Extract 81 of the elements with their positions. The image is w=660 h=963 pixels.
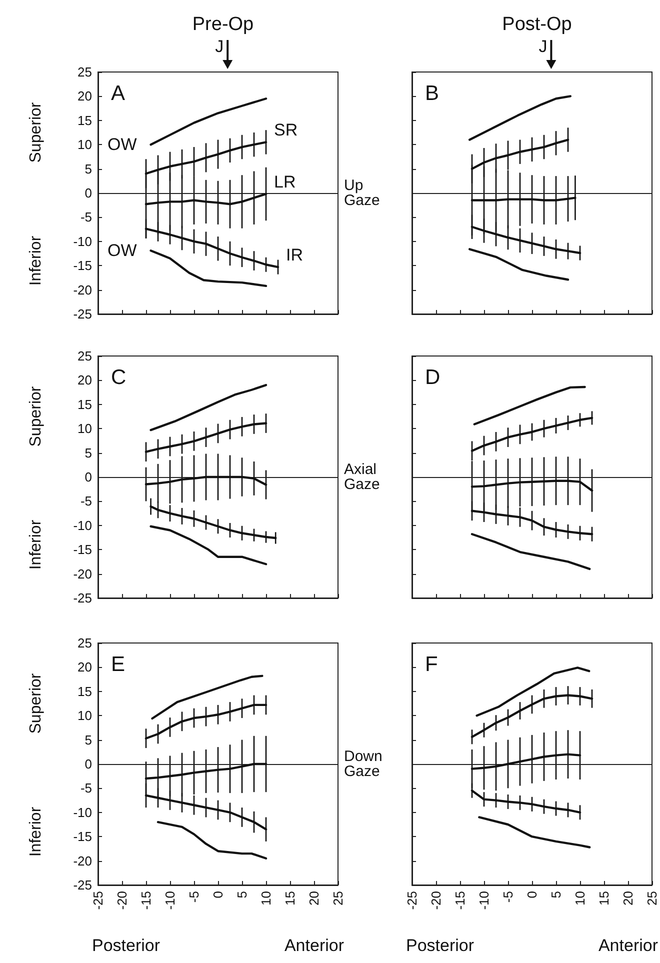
y-tick-label: -15: [73, 542, 92, 558]
y-tick-label: -15: [73, 258, 92, 274]
y-tick-label: 15: [78, 684, 92, 699]
x-tick-label: -5: [500, 891, 516, 903]
y-tick-label: 20: [78, 660, 92, 675]
x-tick-label: -25: [404, 891, 420, 910]
y-tick-label: 20: [78, 88, 92, 104]
y-tick-label: -5: [80, 494, 92, 509]
x-tick-label: 5: [234, 891, 250, 898]
x-tick-label: -5: [186, 891, 202, 903]
y-tick-label: 10: [78, 137, 92, 152]
y-tick-label: -20: [73, 282, 92, 298]
x-tick-label: -15: [452, 891, 468, 910]
text: B: [425, 82, 440, 105]
series-label: OW: [108, 241, 137, 260]
y-tick-label: 0: [84, 470, 92, 484]
x-tick-label: -15: [138, 891, 154, 910]
series-label: LR: [274, 172, 296, 192]
y-tick-label: 0: [84, 756, 92, 772]
y-tick-label: 25: [78, 64, 92, 80]
x-tick-label: 15: [596, 891, 612, 906]
y-tick-label: 5: [84, 161, 92, 176]
series-label: IR: [286, 246, 303, 265]
y-tick-label: -25: [73, 590, 92, 606]
text: D: [425, 366, 440, 389]
series-label: SR: [274, 120, 298, 140]
y-tick-label: -10: [73, 234, 92, 249]
y-tick-label: 15: [78, 396, 92, 412]
text: E: [111, 653, 126, 676]
x-tick-label: 20: [306, 891, 322, 906]
x-tick-label: 10: [258, 891, 274, 906]
text: Inferior: [28, 235, 44, 286]
x-tick-label: 0: [210, 891, 226, 898]
x-tick-label: 25: [330, 891, 346, 906]
x-tick-label: 10: [572, 891, 588, 906]
y-tick-label: -10: [73, 804, 92, 820]
text: C: [111, 366, 126, 389]
y-tick-label: -20: [73, 853, 92, 868]
chart-subtitle: Pre-Op: [192, 14, 254, 35]
y-tick-label: -5: [80, 780, 92, 796]
y-axis-title: Superior: [28, 672, 44, 734]
text: F: [425, 653, 438, 676]
y-axis-title: Superior: [28, 386, 44, 447]
x-tick-label: -20: [114, 891, 130, 910]
y-tick-label: 0: [84, 186, 92, 200]
text: A: [111, 82, 126, 105]
ref-line-label: Up Gaze: [344, 177, 380, 209]
y-tick-label: 25: [78, 348, 92, 364]
ref-line-label: Down Gaze: [344, 748, 387, 780]
y-tick-label: 15: [78, 112, 92, 128]
y-tick-label: 20: [78, 372, 92, 388]
y-tick-label: 10: [78, 421, 92, 436]
text: Posterior: [92, 936, 160, 955]
x-tick-label: -20: [428, 891, 444, 910]
text: Anterior: [284, 936, 344, 955]
x-tick-label: 0: [524, 891, 540, 898]
y-tick-label: -15: [73, 829, 92, 844]
series-label: OW: [108, 135, 137, 154]
ref-line-label: Axial Gaze: [344, 461, 381, 493]
y-tick-label: -25: [73, 306, 92, 322]
text: J: [538, 37, 548, 56]
x-tick-label: -10: [162, 891, 178, 910]
y-tick-label: -10: [73, 518, 92, 533]
text: Inferior: [28, 519, 44, 570]
text: Inferior: [28, 806, 44, 857]
text: Posterior: [406, 936, 474, 955]
chart-subtitle: Post-Op: [502, 14, 572, 35]
y-tick-label: 5: [84, 445, 92, 460]
x-tick-label: 25: [644, 891, 660, 906]
x-tick-label: 15: [282, 891, 298, 906]
y-tick-label: 5: [84, 732, 92, 748]
text: J: [215, 37, 224, 56]
text: Anterior: [598, 936, 658, 955]
y-tick-label: 10: [78, 708, 92, 724]
y-tick-label: 25: [78, 636, 92, 650]
y-tick-label: -5: [80, 210, 92, 225]
y-tick-label: -20: [73, 566, 92, 582]
y-axis-title: Superior: [28, 102, 44, 163]
x-tick-label: -10: [476, 891, 492, 910]
x-tick-label: 5: [548, 891, 564, 898]
x-tick-label: 20: [620, 891, 636, 906]
